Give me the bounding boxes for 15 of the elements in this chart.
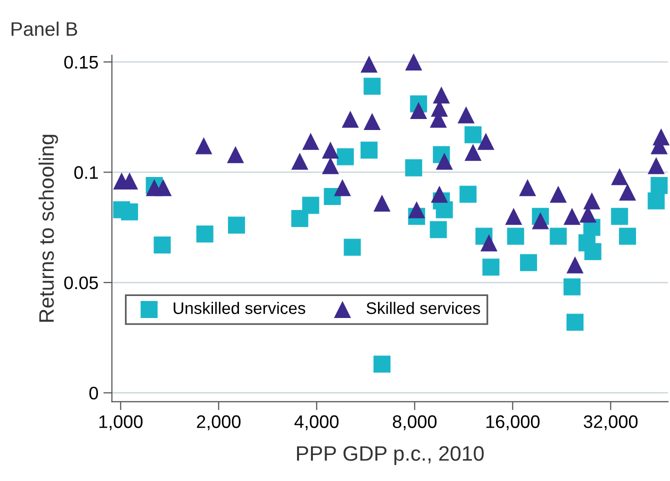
y-tick-label: 0.1 — [74, 166, 98, 179]
chart-title: Panel B — [12, 22, 78, 36]
legend-label: Unskilled services — [174, 302, 306, 314]
y-axis-title: Returns to schooling — [38, 134, 58, 322]
x-tick-label: 8,000 — [392, 415, 437, 430]
x-tick-label: 32,000 — [584, 415, 638, 430]
x-tick-label: 2,000 — [196, 415, 241, 430]
x-tick-label: 4,000 — [294, 415, 339, 430]
x-tick-label: 1,000 — [99, 415, 143, 430]
x-axis-title: PPP GDP p.c., 2010 — [297, 446, 484, 465]
y-tick-label: 0 — [89, 386, 98, 400]
y-tick-label: 0.05 — [64, 276, 98, 290]
legend-label: Skilled services — [366, 302, 480, 314]
y-tick-label: 0.15 — [64, 56, 98, 69]
x-tick-label: 16,000 — [486, 415, 540, 430]
